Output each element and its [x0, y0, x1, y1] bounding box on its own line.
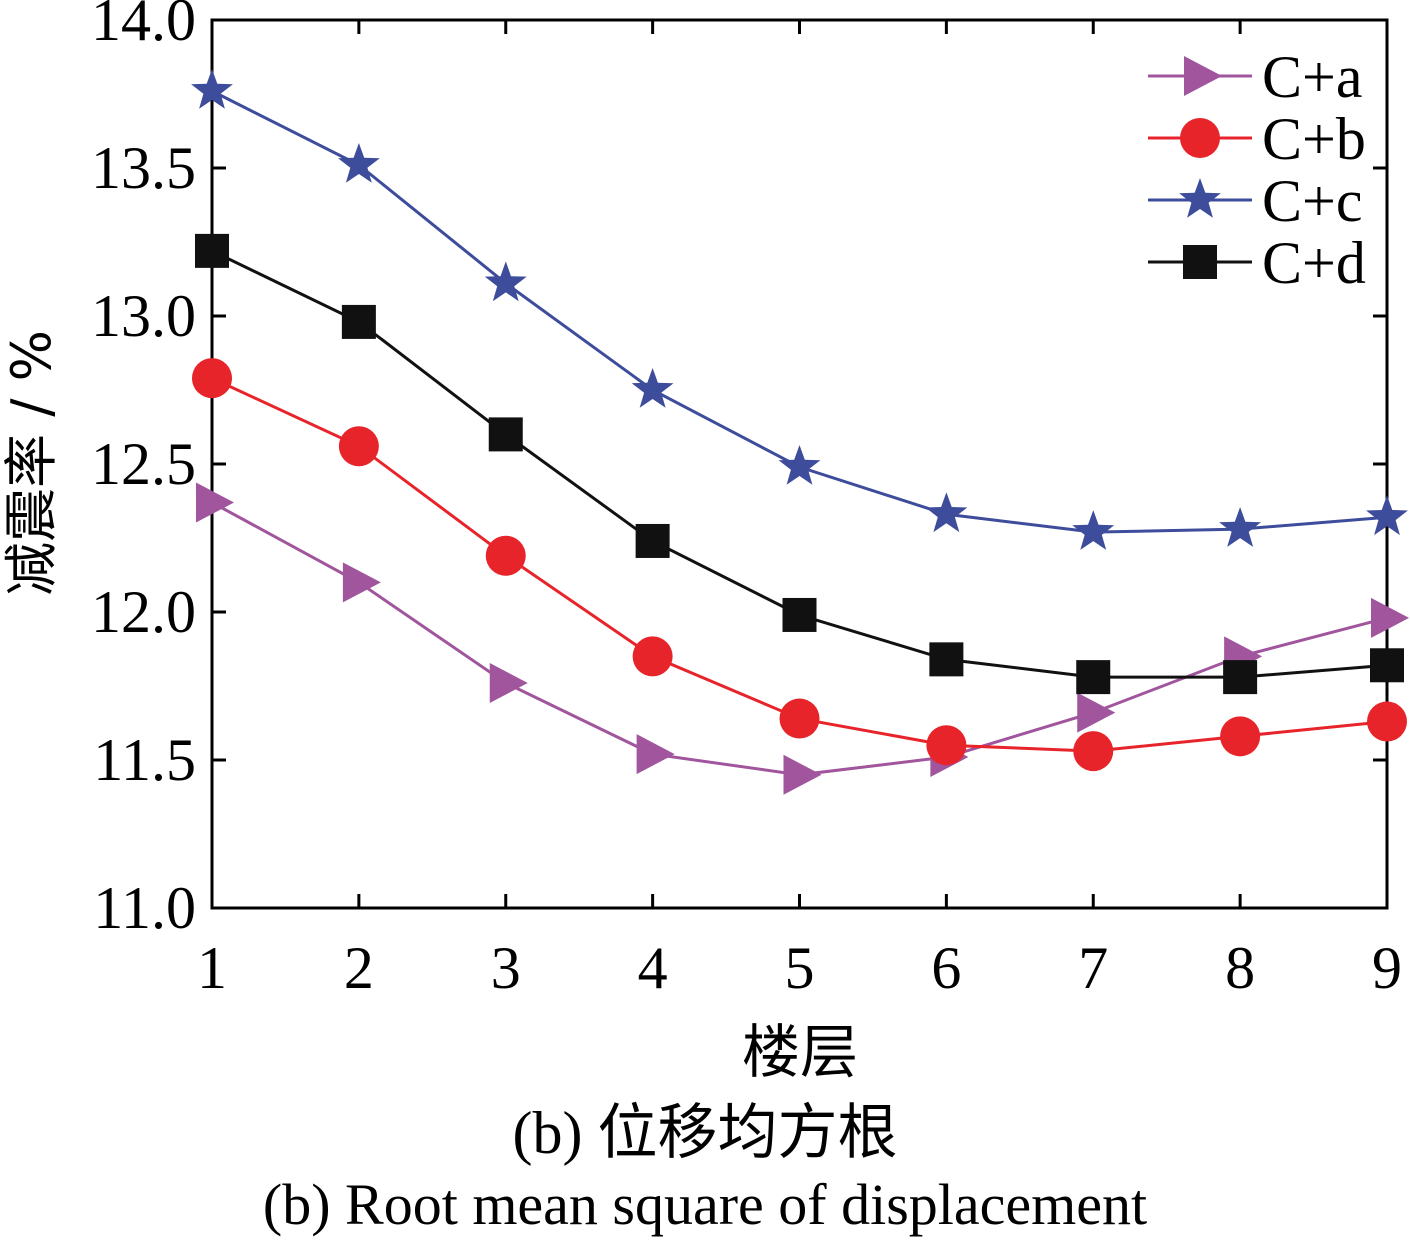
series-layer	[191, 69, 1409, 795]
data-point	[195, 233, 229, 268]
y-tick-label: 13.0	[91, 283, 196, 349]
y-tick-label: 11.0	[93, 875, 196, 941]
legend-item: C+b	[1148, 106, 1366, 172]
data-point	[488, 417, 523, 452]
x-tick-label: 1	[197, 935, 227, 1001]
data-point	[635, 523, 670, 558]
y-tick-label: 14.0	[91, 0, 196, 53]
y-tick-label: 12.5	[91, 431, 196, 497]
y-tick-label: 12.0	[91, 579, 196, 645]
legend-label: C+c	[1262, 168, 1363, 234]
legend-label: C+d	[1262, 230, 1366, 296]
data-point	[342, 562, 381, 603]
data-point	[631, 368, 674, 408]
data-point	[636, 734, 675, 775]
x-tick-label: 2	[344, 935, 374, 1001]
data-point	[192, 358, 232, 399]
legend: C+aC+bC+cC+d	[1148, 44, 1366, 296]
legend-marker	[1183, 245, 1217, 279]
axes: 1 2 3 4 5 6 7 8 9 11.0 11.5 12.0 12.5 13.0 13.5 14.0	[91, 0, 1402, 1001]
data-point	[778, 445, 821, 485]
series-c-d	[195, 233, 1404, 695]
data-point	[1223, 660, 1258, 695]
x-tick-label: 7	[1078, 935, 1108, 1001]
data-point	[484, 261, 527, 302]
figure-caption-english: (b) Root mean square of displacement	[262, 1172, 1148, 1237]
data-point	[338, 143, 380, 183]
data-point	[489, 663, 528, 704]
legend-item: C+a	[1148, 44, 1363, 110]
series-c-c	[191, 69, 1408, 550]
data-point	[1076, 660, 1111, 695]
data-point	[1366, 495, 1408, 536]
x-tick-label: 4	[638, 935, 668, 1001]
legend-item: C+d	[1148, 230, 1366, 296]
data-point	[929, 642, 964, 677]
data-point	[1077, 692, 1116, 733]
x-tick-label: 9	[1372, 935, 1402, 1001]
legend-marker	[1180, 118, 1220, 158]
data-point	[1219, 507, 1261, 547]
figure-caption-chinese: (b) 位移均方根	[512, 1100, 898, 1166]
legend-label: C+b	[1262, 106, 1366, 172]
data-point	[485, 535, 526, 576]
data-point	[341, 304, 376, 339]
data-point	[1220, 716, 1261, 757]
x-tick-label: 3	[491, 935, 521, 1001]
y-tick-label: 13.5	[91, 135, 196, 201]
data-point	[1072, 510, 1115, 550]
series-c-b	[192, 358, 1407, 772]
x-tick-label: 8	[1225, 935, 1255, 1001]
x-tick-label: 5	[785, 935, 815, 1001]
series-line	[211, 376, 1388, 753]
x-tick-label: 6	[931, 935, 961, 1001]
data-point	[925, 492, 968, 533]
data-point	[779, 698, 820, 739]
legend-label: C+a	[1262, 44, 1363, 110]
legend-marker	[1179, 178, 1221, 218]
data-point	[782, 597, 817, 632]
data-point	[1073, 731, 1114, 772]
data-point	[1367, 701, 1407, 742]
data-point	[1371, 597, 1409, 638]
y-axis-title: 减震率 / %	[0, 330, 63, 596]
data-point	[191, 69, 233, 109]
data-point	[632, 636, 673, 677]
data-point	[1370, 648, 1404, 683]
y-tick-label: 11.5	[93, 727, 196, 793]
x-axis-title: 楼层	[742, 1018, 858, 1086]
data-point	[783, 754, 822, 795]
legend-item: C+c	[1148, 168, 1363, 234]
data-point	[338, 426, 379, 467]
data-point	[196, 482, 234, 523]
data-point	[926, 725, 967, 766]
legend-marker	[1184, 56, 1222, 96]
